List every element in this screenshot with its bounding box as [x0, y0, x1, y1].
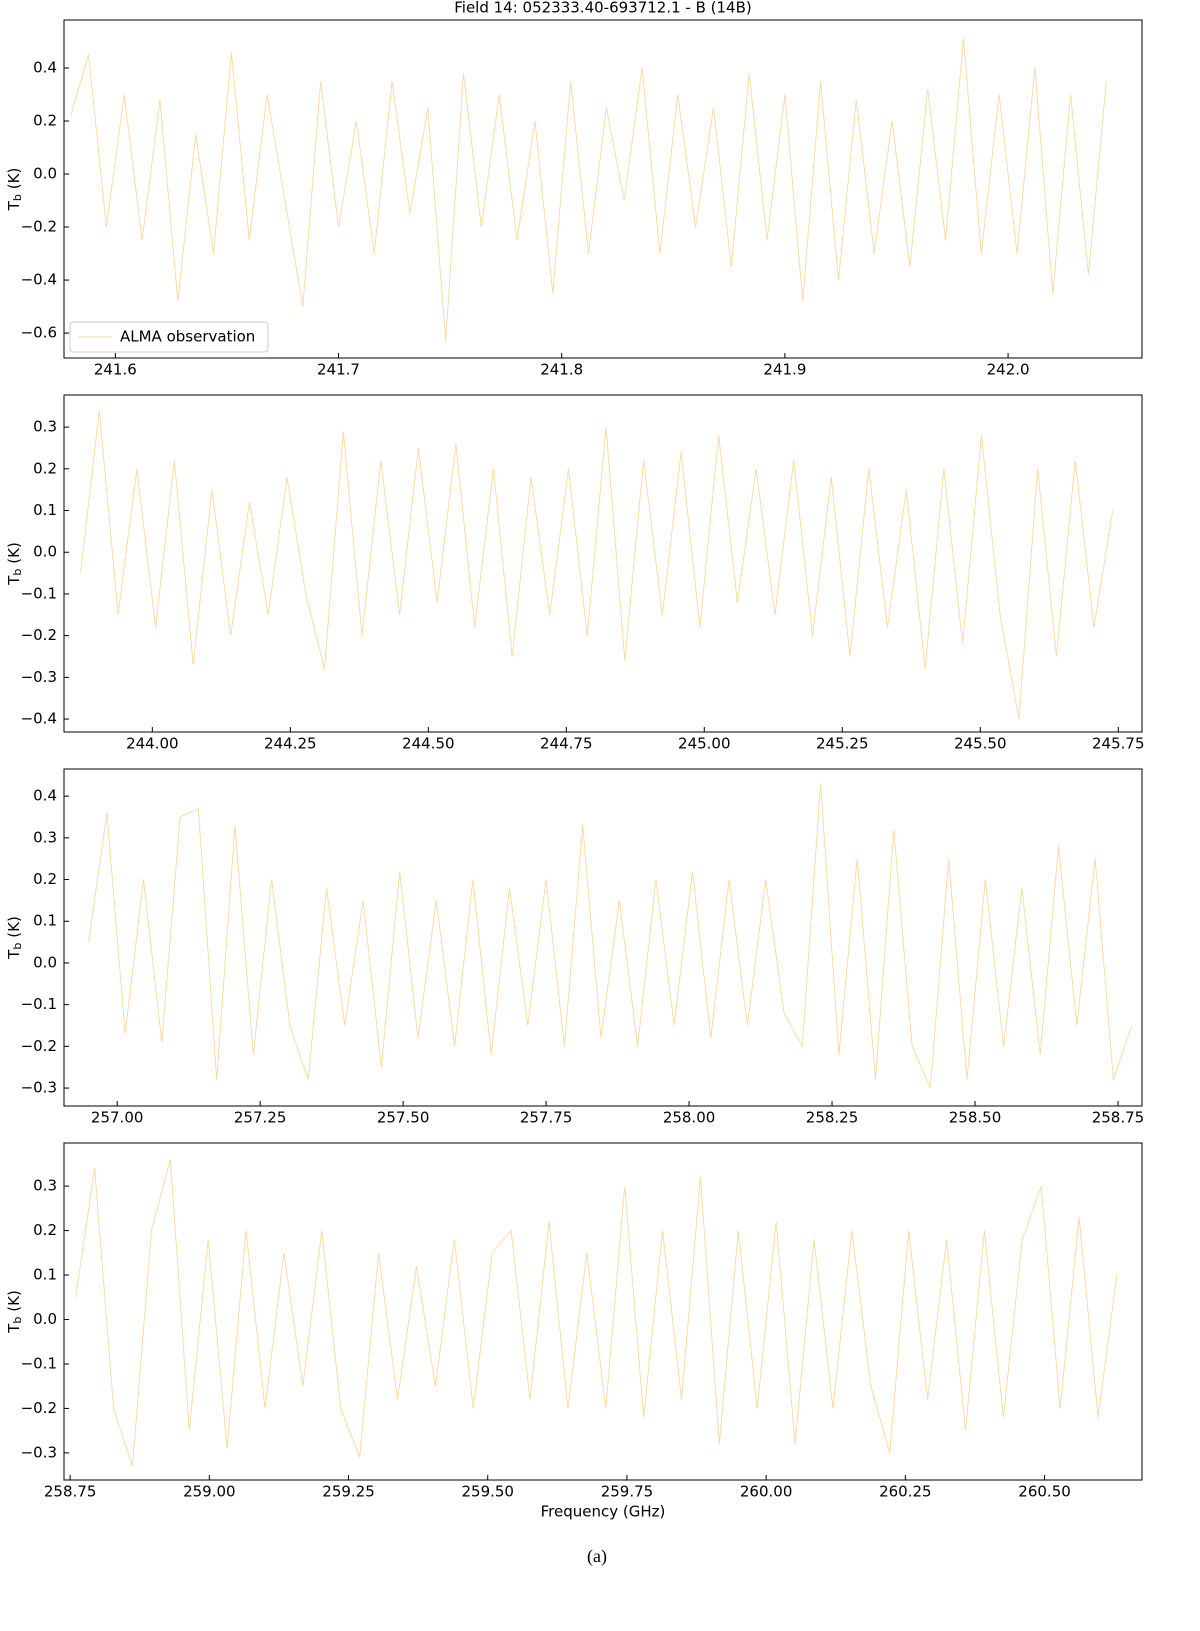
x-tick-label: 245.00 — [678, 735, 731, 753]
y-tick-label: 0.0 — [33, 165, 57, 183]
chart-title: Field 14: 052333.40-693712.1 - B (14B) — [454, 0, 752, 17]
y-axis-label: Tb (K) — [5, 542, 25, 586]
y-tick-label: 0.3 — [33, 418, 57, 436]
x-tick-label: 257.25 — [234, 1109, 287, 1127]
x-axis-label: Frequency (GHz) — [541, 1503, 666, 1521]
x-tick-label: 259.00 — [183, 1483, 236, 1501]
y-tick-label: 0.1 — [33, 501, 57, 519]
y-label-subscript: b — [11, 1317, 24, 1324]
x-tick-label: 258.75 — [1092, 1109, 1145, 1127]
y-tick-label: −0.2 — [21, 218, 57, 236]
spectrum-line — [88, 783, 1133, 1089]
spectrum-line — [70, 38, 1107, 342]
x-tick-label: 258.00 — [663, 1109, 716, 1127]
y-tick-label: 0.4 — [33, 58, 57, 76]
x-tick-label: 260.00 — [740, 1483, 793, 1501]
y-tick-label: 0.3 — [33, 1177, 57, 1195]
y-tick-label: −0.1 — [21, 584, 57, 602]
x-tick-label: 258.25 — [806, 1109, 859, 1127]
y-label-unit: (K) — [5, 1290, 23, 1312]
y-tick-label: −0.3 — [21, 1079, 57, 1097]
y-tick-label: 0.0 — [33, 953, 57, 971]
y-axis-label: Tb (K) — [5, 168, 25, 212]
y-label-symbol: T — [5, 575, 23, 586]
y-tick-label: −0.4 — [21, 271, 57, 289]
y-tick-label: 0.2 — [33, 870, 57, 888]
y-tick-label: 0.1 — [33, 1266, 57, 1284]
x-tick-label: 241.8 — [540, 361, 583, 379]
y-label-subscript: b — [11, 943, 24, 950]
y-label-unit: (K) — [5, 168, 23, 190]
x-tick-label: 260.25 — [879, 1483, 932, 1501]
x-tick-label: 242.0 — [987, 361, 1030, 379]
y-tick-label: −0.1 — [21, 1354, 57, 1372]
y-tick-label: −0.6 — [21, 324, 57, 342]
spectrum-line — [75, 1159, 1118, 1467]
y-tick-label: −0.4 — [21, 710, 57, 728]
plot-frame — [63, 394, 1143, 733]
x-tick-label: 257.75 — [520, 1109, 573, 1127]
plot-frame — [63, 768, 1143, 1107]
y-label-unit: (K) — [5, 916, 23, 938]
y-axis-label: Tb (K) — [5, 1290, 25, 1334]
x-tick-label: 245.50 — [954, 735, 1007, 753]
y-label-unit: (K) — [5, 542, 23, 564]
y-tick-label: 0.0 — [33, 543, 57, 561]
y-tick-label: −0.1 — [21, 995, 57, 1013]
y-label-symbol: T — [5, 200, 23, 211]
x-tick-label: 259.25 — [322, 1483, 375, 1501]
y-tick-label: 0.1 — [33, 912, 57, 930]
y-tick-label: 0.4 — [33, 787, 57, 805]
x-tick-label: 244.25 — [264, 735, 317, 753]
x-tick-label: 241.9 — [763, 361, 806, 379]
y-label-subscript: b — [11, 569, 24, 576]
spectrum-line — [80, 410, 1114, 720]
y-tick-label: −0.2 — [21, 1399, 57, 1417]
y-tick-label: 0.0 — [33, 1310, 57, 1328]
x-tick-label: 257.50 — [377, 1109, 430, 1127]
x-tick-label: 241.7 — [317, 361, 360, 379]
x-tick-label: 259.75 — [601, 1483, 654, 1501]
y-tick-label: 0.2 — [33, 112, 57, 130]
x-tick-label: 245.25 — [816, 735, 869, 753]
y-tick-label: −0.3 — [21, 668, 57, 686]
y-label-symbol: T — [5, 1323, 23, 1334]
y-tick-label: −0.3 — [21, 1443, 57, 1461]
legend-box — [69, 321, 269, 353]
x-tick-label: 259.50 — [461, 1483, 514, 1501]
x-tick-label: 258.50 — [949, 1109, 1002, 1127]
y-tick-label: 0.2 — [33, 459, 57, 477]
x-tick-label: 257.00 — [91, 1109, 144, 1127]
y-tick-label: 0.2 — [33, 1221, 57, 1239]
x-tick-label: 244.50 — [402, 735, 455, 753]
x-tick-label: 244.00 — [126, 735, 179, 753]
plot-frame — [63, 1142, 1143, 1481]
x-tick-label: 245.75 — [1092, 735, 1145, 753]
y-label-subscript: b — [11, 194, 24, 201]
y-tick-label: 0.3 — [33, 828, 57, 846]
y-label-symbol: T — [5, 949, 23, 960]
x-tick-label: 258.75 — [44, 1483, 97, 1501]
y-axis-label: Tb (K) — [5, 916, 25, 960]
x-tick-label: 260.50 — [1018, 1483, 1071, 1501]
y-tick-label: −0.2 — [21, 1037, 57, 1055]
caption: (a) — [587, 1546, 607, 1567]
x-tick-label: 244.75 — [540, 735, 593, 753]
x-tick-label: 241.6 — [94, 361, 137, 379]
y-tick-label: −0.2 — [21, 626, 57, 644]
plot-frame — [63, 19, 1143, 359]
legend-label: ALMA observation — [120, 328, 255, 346]
